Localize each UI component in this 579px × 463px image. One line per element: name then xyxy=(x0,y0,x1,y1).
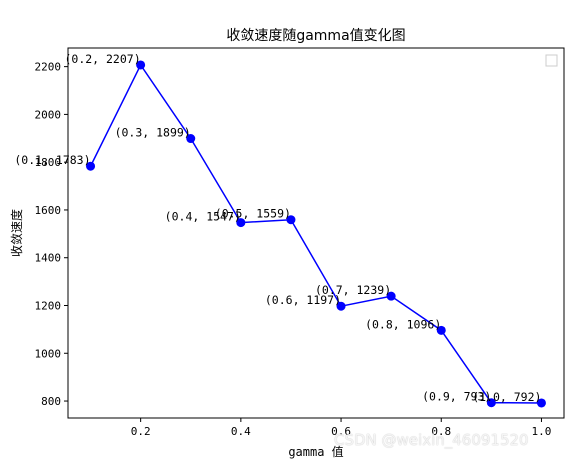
data-label: (0.9, 793) xyxy=(422,390,491,404)
y-tick-label: 2200 xyxy=(35,61,62,74)
data-point xyxy=(136,60,146,70)
data-label: (0.1, 1783) xyxy=(14,153,90,167)
data-point xyxy=(186,134,196,144)
data-label: (1.0, 792) xyxy=(472,390,541,404)
data-label: (0.8, 1096) xyxy=(365,317,441,331)
y-tick-label: 1000 xyxy=(35,347,62,360)
x-axis-label: gamma 值 xyxy=(288,444,343,459)
x-tick-label: 0.6 xyxy=(331,425,351,438)
chart-title: 收敛速度随gamma值变化图 xyxy=(226,28,405,44)
data-point xyxy=(336,301,346,311)
data-label: (0.7, 1239) xyxy=(315,283,391,297)
data-point xyxy=(386,291,396,301)
series-line xyxy=(89,63,542,404)
data-points xyxy=(86,60,546,408)
data-label: (0.5, 1559) xyxy=(215,207,291,221)
data-point xyxy=(436,325,446,335)
data-point xyxy=(286,215,296,225)
y-tick-label: 1400 xyxy=(35,252,62,265)
y-tick-label: 2000 xyxy=(35,108,62,121)
x-axis-ticks: 0.2 0.4 0.6 0.8 1.0 xyxy=(131,418,552,438)
data-label: (0.2, 2207) xyxy=(64,52,140,66)
data-point xyxy=(86,161,96,171)
data-point xyxy=(536,398,546,408)
data-label: (0.4, 1547) xyxy=(165,210,241,224)
x-tick-label: 0.4 xyxy=(231,425,251,438)
data-label: (0.6, 1197) xyxy=(265,293,341,307)
y-tick-label: 1600 xyxy=(35,204,62,217)
y-axis-label: 收敛速度 xyxy=(9,209,24,257)
y-tick-label: 1200 xyxy=(35,299,62,312)
data-labels: (0.1, 1783) (0.2, 2207) (0.3, 1899) (0.4, 1… xyxy=(14,52,541,404)
data-label: (0.3, 1899) xyxy=(115,126,191,140)
x-tick-label: 0.2 xyxy=(131,425,151,438)
watermark: CSDN @weixin_46091520 xyxy=(334,431,529,449)
x-tick-label: 0.8 xyxy=(431,425,451,438)
x-tick-label: 1.0 xyxy=(532,425,552,438)
y-tick-label: 800 xyxy=(41,395,61,408)
data-point xyxy=(236,218,246,228)
legend-box xyxy=(545,54,558,67)
plot-area xyxy=(67,47,565,419)
y-tick-label: 1800 xyxy=(35,156,62,169)
y-axis-ticks: 800 1000 1200 1400 1600 1800 2000 2200 xyxy=(35,61,68,408)
data-point xyxy=(486,398,496,408)
